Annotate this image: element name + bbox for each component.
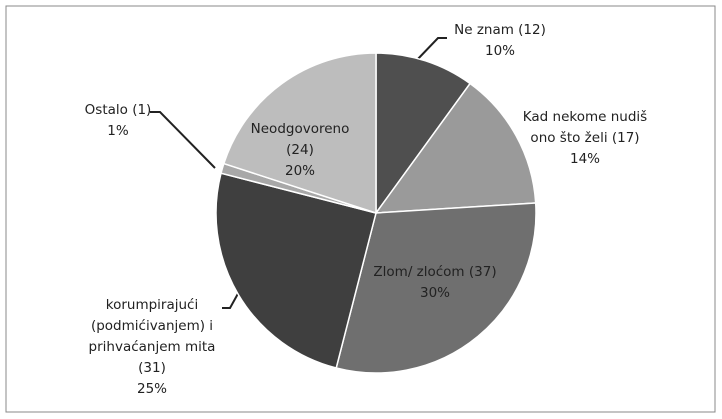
- label-text: Neodgovoreno (24): [250, 121, 350, 158]
- label-text: 30%: [419, 285, 450, 301]
- leader-line: [222, 289, 241, 309]
- leader-line: [150, 111, 216, 169]
- pie-slice: [335, 202, 537, 374]
- pie-slice: [374, 82, 537, 214]
- label-text: 10%: [484, 43, 516, 59]
- label-text: 14%: [569, 151, 601, 167]
- slice-label: Zlom/ zloćom (37) 30%: [373, 262, 496, 304]
- slice-label: Ne znam (12) 10%: [454, 20, 546, 62]
- slice-label: Neodgovoreno (24) 20%: [251, 119, 350, 182]
- leader-line: [414, 37, 447, 63]
- frame: [5, 5, 716, 413]
- label-text: Zlom/ zloćom (37): [373, 264, 497, 280]
- label-text: Ostalo (1): [84, 102, 152, 118]
- label-text: Ne znam (12): [454, 22, 546, 38]
- slice-label: korumpirajući (podmićivanjem) i prihvaća…: [89, 295, 216, 400]
- pie-slice: [375, 52, 472, 216]
- label-text: 20%: [284, 163, 315, 179]
- pie-slice: [222, 52, 377, 215]
- pie-slice: [215, 172, 377, 369]
- slice-label: Kad nekome nudiš ono što želi (17) 14%: [523, 107, 647, 170]
- slice-label: Ostalo (1) 1%: [85, 100, 152, 142]
- label-text: 1%: [107, 123, 129, 139]
- label-text: korumpirajući (podmićivanjem) i prihvaća…: [88, 297, 216, 376]
- label-text: Kad nekome nudiš ono što želi (17): [522, 109, 648, 146]
- label-text: 25%: [136, 381, 167, 397]
